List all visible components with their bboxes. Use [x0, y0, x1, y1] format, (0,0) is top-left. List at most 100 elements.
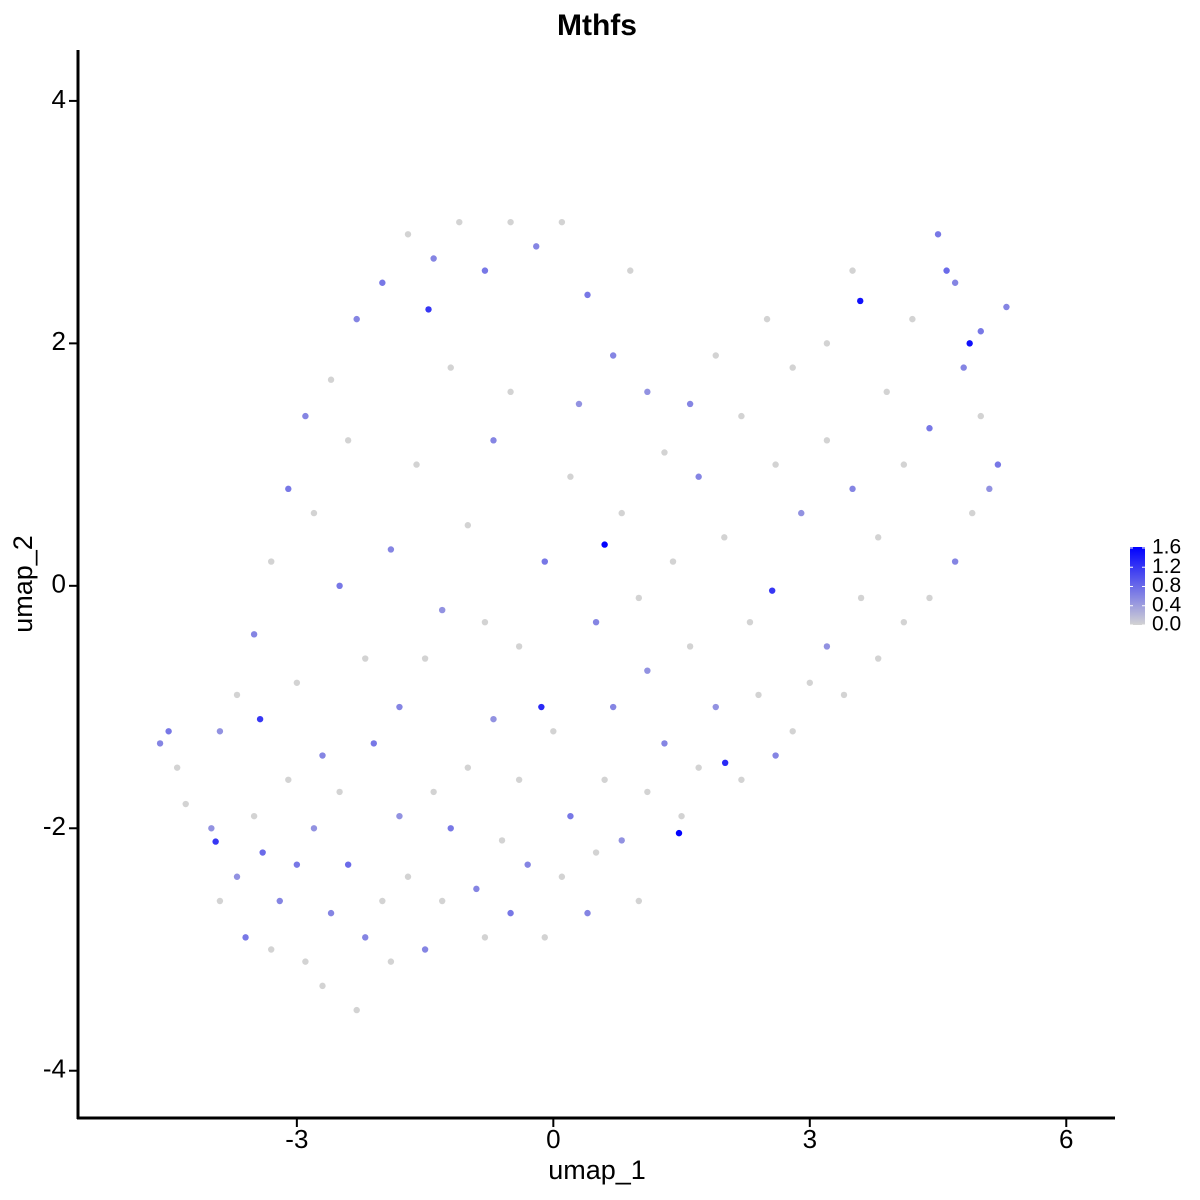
y-tick-label: -4	[43, 1054, 66, 1084]
cell-point	[387, 958, 395, 965]
cell-point	[644, 667, 651, 674]
cell-point	[675, 829, 683, 837]
cell-point	[464, 764, 472, 771]
cell-point	[934, 231, 942, 238]
cell-point	[712, 352, 719, 359]
cell-point	[387, 546, 395, 553]
cell-point	[362, 934, 369, 941]
cell-point	[857, 297, 864, 305]
cell-point	[379, 897, 386, 905]
cell-point	[857, 594, 865, 602]
cell-point	[515, 643, 523, 650]
cell-point	[490, 437, 497, 444]
cell-point	[661, 449, 668, 456]
cell-point	[772, 461, 779, 468]
cell-point	[268, 558, 275, 565]
cell-point	[327, 909, 335, 917]
cell-point	[977, 412, 984, 420]
cell-point	[1003, 303, 1010, 311]
cell-point	[669, 558, 677, 565]
cell-point	[900, 461, 908, 468]
cell-point	[966, 340, 973, 347]
cell-point	[285, 485, 292, 493]
cell-point	[849, 267, 856, 274]
cell-point	[438, 897, 446, 905]
cell-point	[327, 376, 335, 383]
colorbar-label: 1.6	[1152, 536, 1181, 559]
cell-point	[336, 582, 343, 590]
cell-point	[319, 982, 326, 990]
cell-point	[336, 788, 343, 796]
cell-point	[592, 618, 600, 626]
cell-point	[661, 740, 668, 747]
cell-point	[156, 740, 164, 747]
cell-point	[353, 315, 360, 323]
cell-point	[969, 509, 976, 517]
cell-point	[550, 728, 557, 735]
cell-point	[977, 328, 984, 335]
cell-point	[746, 618, 754, 626]
cell-point	[721, 759, 729, 767]
x-tick-label: 0	[546, 1124, 560, 1154]
cell-point	[712, 703, 719, 711]
cell-point	[353, 1006, 360, 1014]
cell-point	[425, 306, 432, 313]
cell-point	[524, 861, 531, 868]
cell-point	[755, 691, 762, 699]
cell-point	[789, 728, 796, 735]
cell-point	[256, 715, 264, 723]
cell-point	[541, 934, 548, 941]
cell-point	[575, 400, 583, 408]
colorbar	[1130, 547, 1145, 625]
cell-point	[421, 655, 429, 662]
cell-point	[686, 643, 694, 650]
cell-point	[370, 740, 377, 747]
cell-point	[738, 412, 745, 420]
cell-point	[533, 243, 540, 250]
cell-point	[926, 594, 933, 602]
cell-point	[900, 618, 908, 626]
cell-point	[481, 267, 489, 274]
cell-point	[250, 631, 258, 638]
cell-point	[302, 958, 309, 965]
cell-point	[768, 587, 776, 594]
cell-point	[806, 679, 813, 686]
cell-point	[413, 461, 420, 468]
y-tick-label: 4	[52, 84, 66, 114]
cell-point	[456, 218, 463, 226]
cell-point	[874, 534, 882, 541]
cell-point	[507, 388, 514, 396]
cell-point	[438, 606, 446, 614]
cell-point	[396, 812, 403, 820]
cell-point	[250, 812, 258, 820]
cell-point	[644, 788, 651, 796]
x-tick-label: 6	[1059, 1124, 1073, 1154]
cell-point	[276, 897, 283, 905]
cell-point	[464, 522, 472, 529]
cell-point	[772, 752, 779, 759]
cell-point	[601, 541, 608, 548]
chart-title: Mthfs	[557, 9, 637, 42]
cell-point	[823, 437, 831, 444]
cell-point	[481, 618, 489, 626]
cell-point	[421, 946, 429, 953]
cell-point	[695, 764, 702, 771]
cell-point	[635, 594, 643, 602]
cell-point	[926, 425, 933, 432]
x-tick-label: 3	[803, 1124, 817, 1154]
cell-point	[883, 388, 890, 396]
cell-point	[644, 388, 651, 396]
cell-point	[268, 946, 275, 953]
cell-point	[362, 655, 369, 662]
cell-point	[182, 800, 189, 808]
cell-point	[302, 412, 309, 420]
cell-point	[584, 909, 591, 917]
cell-point	[208, 825, 215, 832]
cell-point	[789, 364, 796, 371]
cell-point	[763, 315, 771, 323]
cell-point	[909, 315, 916, 323]
cell-point	[515, 776, 523, 783]
cell-point	[447, 364, 454, 371]
cell-point	[951, 279, 959, 286]
cell-point	[840, 691, 848, 699]
